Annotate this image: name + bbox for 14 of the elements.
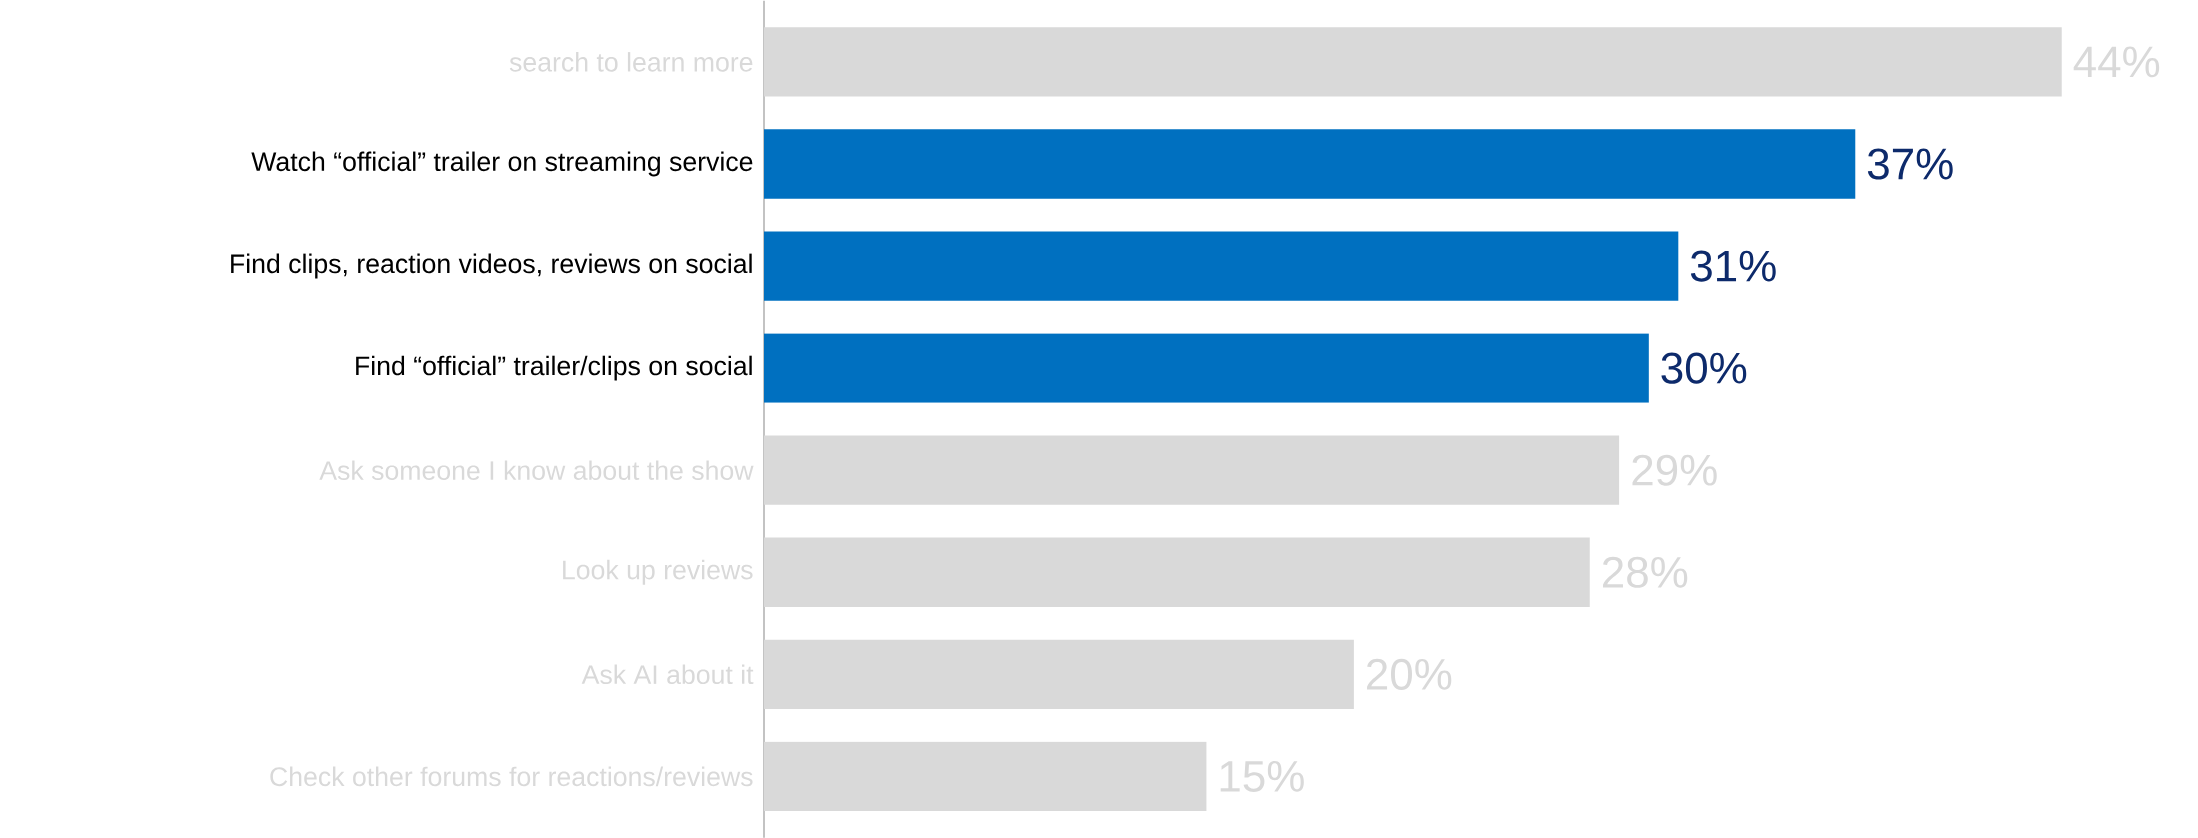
- data-label: 31%: [1690, 250, 1776, 282]
- bar: [764, 333, 1649, 403]
- bar: [764, 741, 1207, 811]
- y-tick-label: Find clips, reaction videos, reviews on social: [231, 253, 752, 279]
- data-label: 30%: [1661, 352, 1747, 384]
- y-tick-label: Find “official” trailer/clips on social: [356, 355, 752, 381]
- data-label: 37%: [1867, 148, 1953, 180]
- bar: [764, 435, 1620, 505]
- bar: [764, 639, 1354, 709]
- y-tick-label: Watch “official” trailer on streaming service: [251, 151, 753, 177]
- bar: [764, 27, 2062, 97]
- bar: [764, 231, 1679, 301]
- bar: [764, 129, 1856, 199]
- bar: [764, 537, 1590, 607]
